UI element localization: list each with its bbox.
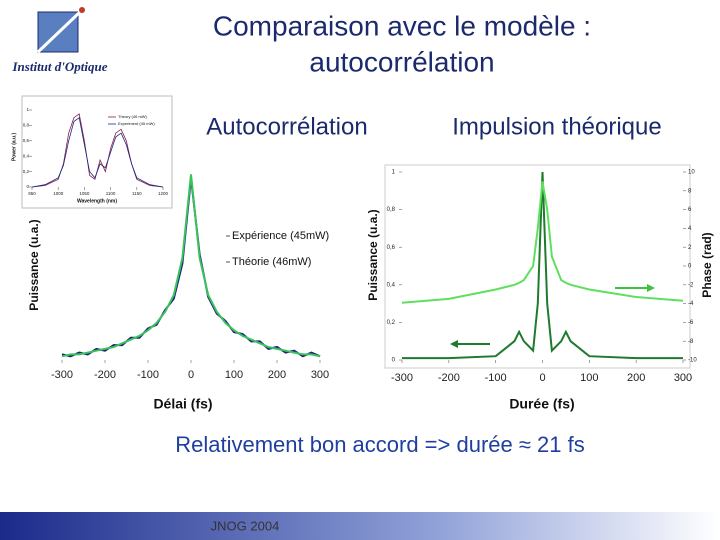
chart: 950 1000 1050 1100 1150 1200 0 0,2 0,4 0,6 0,8 1 Wav… xyxy=(11,95,173,209)
y2-tick-label: 8 xyxy=(688,188,692,194)
x-tick-label: 1000 xyxy=(53,191,64,196)
footer: JNOG 2004 xyxy=(211,518,280,533)
footer-bar xyxy=(0,512,720,540)
logo: Institut d'Optique xyxy=(12,7,108,74)
x-tick-label: -100 xyxy=(485,372,507,384)
x-tick-label: 200 xyxy=(268,369,286,381)
slide-title: autocorrélation xyxy=(309,46,494,77)
legend-label: Experiment (45 mW) xyxy=(118,121,155,126)
y-tick-label: 0 xyxy=(26,184,29,189)
y2-tick-label: 6 xyxy=(688,207,692,213)
x-tick-label: 1100 xyxy=(106,191,116,196)
series-line xyxy=(401,181,684,304)
x-axis-label: Wavelength (nm) xyxy=(77,198,117,204)
y2-tick-label: -2 xyxy=(688,282,694,288)
y-tick-label: 0,6 xyxy=(23,138,30,143)
y2-axis-label: Phase (rad) xyxy=(700,232,714,297)
x-tick-label: 300 xyxy=(674,372,692,384)
x-tick-label: 950 xyxy=(28,191,36,196)
inset-background xyxy=(21,95,173,209)
y2-tick-label: -4 xyxy=(688,301,694,307)
y2-tick-label: 0 xyxy=(688,264,692,270)
arrows xyxy=(450,284,655,348)
y-tick-label: 0 xyxy=(392,358,396,364)
x-tick-label: 0 xyxy=(539,372,545,384)
plot-frame xyxy=(384,164,691,369)
conclusion: Relativement bon accord => durée ≈ 21 fs xyxy=(175,432,585,457)
y2-tick-label: 10 xyxy=(688,170,695,176)
y-axis-label: Puissance (u.a.) xyxy=(366,209,380,300)
legend-label: Theory (46 mW) xyxy=(118,114,148,119)
y2-tick-label: 4 xyxy=(688,226,692,232)
chart-title: Autocorrélation xyxy=(206,113,367,140)
y-tick-label: 1 xyxy=(392,170,396,176)
x-tick-label: 0 xyxy=(188,369,194,381)
y-tick-label: 0,8 xyxy=(23,123,30,128)
y2-tick-label: -6 xyxy=(688,320,694,326)
chart: Autocorrélation -300 -200 -100 0 100 200 300 Dél… xyxy=(27,113,368,411)
x-tick-label: -300 xyxy=(391,372,413,384)
x-tick-label: -200 xyxy=(438,372,460,384)
y2-tick-label: -10 xyxy=(688,358,697,364)
x-tick-label: 300 xyxy=(311,369,329,381)
series-line xyxy=(31,117,164,188)
y2-tick-label: 2 xyxy=(688,245,692,251)
chart: Impulsion théorique-300 -200 -100 0 100 200 30… xyxy=(366,113,714,411)
x-tick-label: 100 xyxy=(225,369,243,381)
x-tick-label: -100 xyxy=(137,369,159,381)
y-tick-label: 0,4 xyxy=(23,153,30,158)
x-tick-label: -200 xyxy=(94,369,116,381)
x-tick-label: 1200 xyxy=(158,191,169,196)
series-line xyxy=(61,174,321,358)
y-tick-label: 0,2 xyxy=(387,320,396,326)
y-tick-label: 1 xyxy=(26,107,29,112)
y-axis-label: Puissance (u.a.) xyxy=(27,219,41,310)
y-tick-label: 0,2 xyxy=(23,169,30,174)
legend-label: Expérience (45mW) xyxy=(232,230,329,242)
chart-title: Impulsion théorique xyxy=(452,113,661,140)
slide-title: Comparaison avec le modèle : xyxy=(213,10,591,41)
x-tick-label: -300 xyxy=(51,369,73,381)
x-tick-label: 1050 xyxy=(79,191,90,196)
x-tick-label: 100 xyxy=(580,372,598,384)
x-axis-label: Durée (fs) xyxy=(509,396,574,412)
y-tick-label: 0,4 xyxy=(387,282,396,288)
legend-label: Théorie (46mW) xyxy=(232,256,311,268)
x-tick-label: 200 xyxy=(627,372,645,384)
logo-text: Institut d'Optique xyxy=(12,59,108,74)
y2-tick-label: -8 xyxy=(688,339,694,345)
y-tick-label: 0,8 xyxy=(387,207,396,213)
x-tick-label: 1150 xyxy=(132,191,142,196)
series-line xyxy=(402,171,683,360)
y-tick-label: 0,6 xyxy=(387,245,396,251)
y-axis-label: Power (a.u.) xyxy=(11,132,17,161)
x-axis-label: Délai (fs) xyxy=(153,396,212,412)
